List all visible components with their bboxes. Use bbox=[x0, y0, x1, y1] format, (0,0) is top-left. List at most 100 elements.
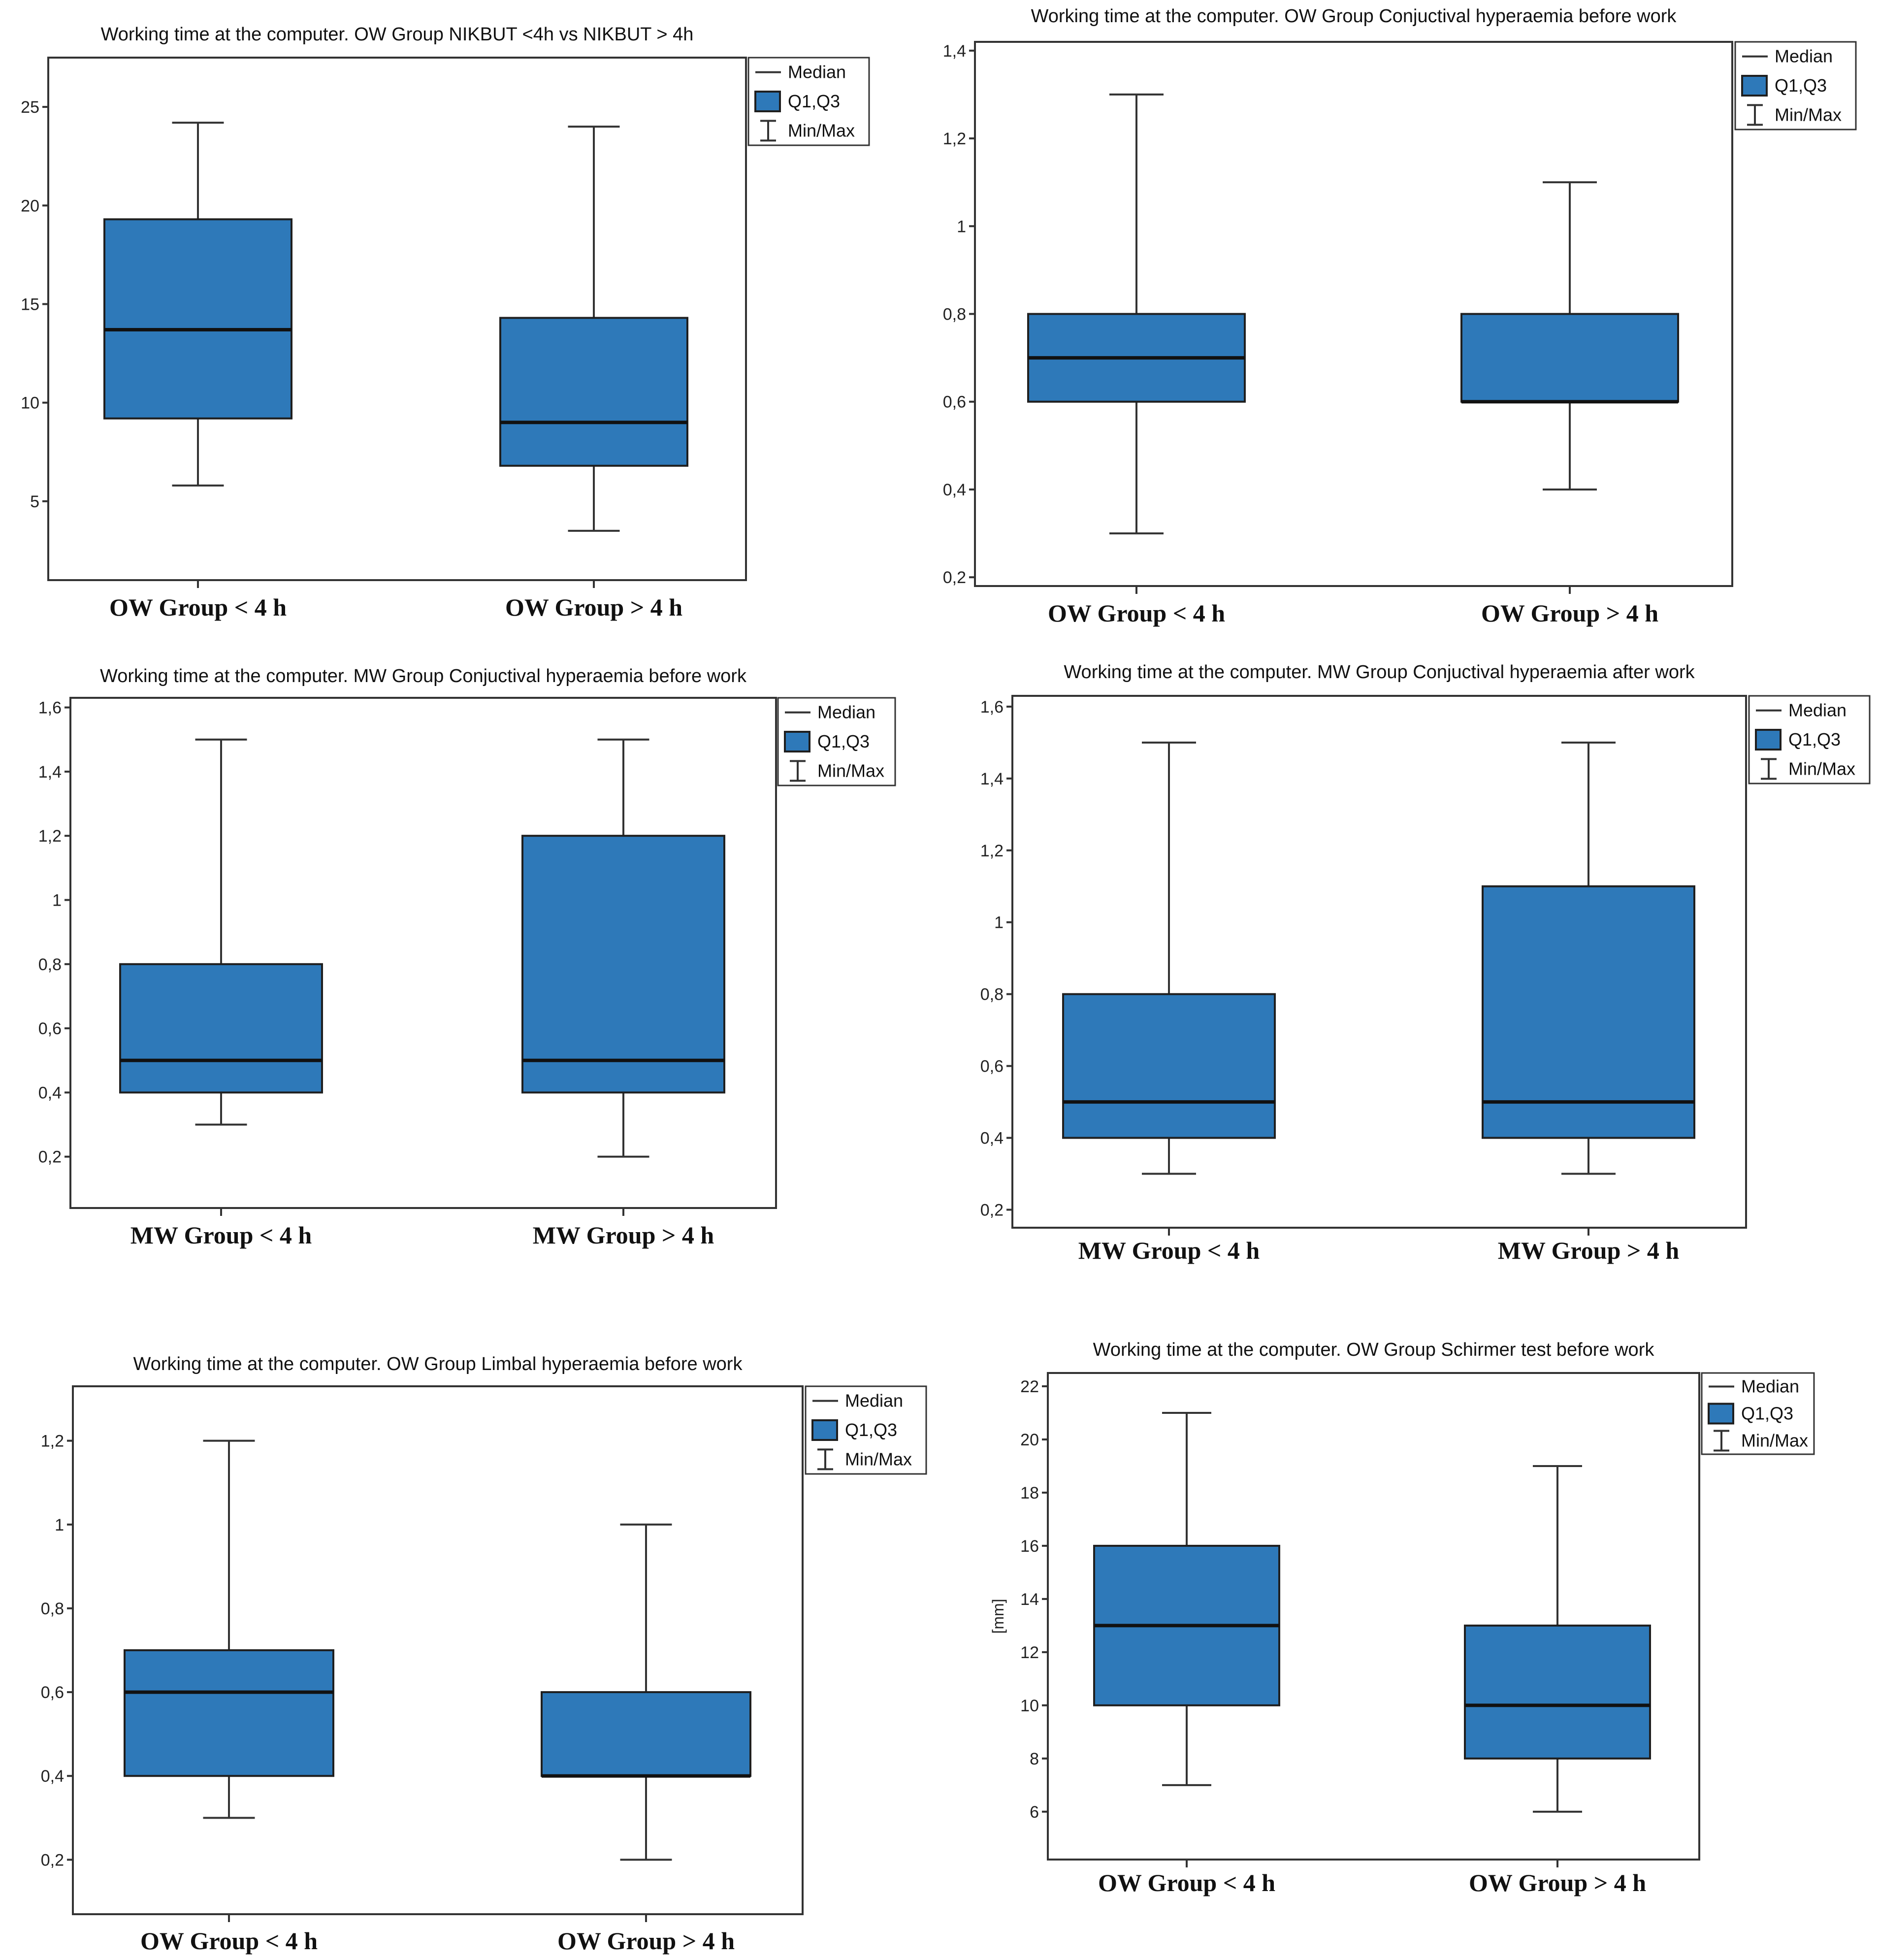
plot-frame bbox=[72, 1385, 804, 1915]
legend-quartile-swatch bbox=[1755, 729, 1782, 751]
legend-quartile-swatch bbox=[754, 91, 781, 112]
plot-frame bbox=[1011, 695, 1747, 1229]
legend: Median Q1,Q3 Min/Max bbox=[747, 57, 870, 146]
box-plot-1: MW Group < 4 h bbox=[119, 738, 323, 1249]
legend-quartile-label: Q1,Q3 bbox=[845, 1420, 897, 1440]
legend-quartile-label: Q1,Q3 bbox=[1775, 75, 1827, 96]
y-tick-label: 0,2 bbox=[980, 1201, 1004, 1220]
plot-frame bbox=[1047, 1372, 1700, 1861]
y-tick-label: 12 bbox=[1020, 1643, 1039, 1662]
legend-range-label: Min/Max bbox=[1788, 758, 1855, 779]
y-tick-label: 10 bbox=[1020, 1697, 1039, 1715]
category-label: OW Group < 4 h bbox=[1048, 599, 1225, 627]
y-tick-label: 0,2 bbox=[38, 1148, 62, 1167]
y-tick-label: 0,4 bbox=[980, 1129, 1004, 1148]
y-tick-label: 0,6 bbox=[943, 393, 966, 412]
legend-median-label: Median bbox=[788, 62, 846, 82]
y-tick-label: 1 bbox=[55, 1516, 64, 1535]
y-tick-label: 1,2 bbox=[980, 842, 1004, 860]
legend-range-label: Min/Max bbox=[1775, 104, 1842, 125]
y-tick-label: 15 bbox=[21, 295, 39, 314]
legend-median-label: Median bbox=[1741, 1376, 1799, 1397]
legend: Median Q1,Q3 Min/Max bbox=[1701, 1372, 1815, 1455]
y-tick-label: 1,2 bbox=[41, 1432, 64, 1451]
box-plot-1: OW Group < 4 h bbox=[103, 122, 292, 621]
y-tick-label: 0,8 bbox=[41, 1600, 64, 1618]
quartile-box bbox=[1464, 1624, 1651, 1760]
category-label: MW Group < 4 h bbox=[1078, 1237, 1260, 1264]
chart-title: Working time at the computer. OW Group C… bbox=[1031, 6, 1677, 27]
legend-range-label: Min/Max bbox=[817, 760, 884, 781]
category-label: OW Group < 4 h bbox=[140, 1927, 318, 1955]
legend-quartile-label: Q1,Q3 bbox=[788, 91, 840, 111]
y-tick-label: 0,2 bbox=[943, 568, 966, 587]
y-tick-label: 6 bbox=[1030, 1803, 1039, 1822]
y-tick-label: 1,6 bbox=[980, 698, 1004, 717]
legend-range-label: Min/Max bbox=[845, 1449, 912, 1469]
box-plot-2: OW Group > 4 h bbox=[1460, 181, 1679, 627]
chart-panel-6: Working time at the computer. OW Group S… bbox=[989, 1339, 1815, 1896]
category-label: OW Group > 4 h bbox=[557, 1927, 735, 1955]
quartile-box bbox=[521, 835, 725, 1094]
chart-panel-2: Working time at the computer. OW Group C… bbox=[943, 6, 1857, 627]
legend: Median Q1,Q3 Min/Max bbox=[805, 1385, 927, 1475]
y-tick-label: 0,8 bbox=[38, 955, 62, 974]
y-tick-label: 1 bbox=[994, 914, 1004, 932]
y-tick-label: 5 bbox=[30, 492, 39, 511]
y-tick-label: 0,6 bbox=[980, 1057, 1004, 1076]
box-plot-2: OW Group > 4 h bbox=[541, 1523, 751, 1955]
box-plot-2: MW Group > 4 h bbox=[1482, 741, 1695, 1264]
category-label: MW Group > 4 h bbox=[1498, 1237, 1680, 1264]
category-label: MW Group > 4 h bbox=[533, 1221, 714, 1249]
legend-median-label: Median bbox=[1788, 700, 1847, 720]
category-label: MW Group < 4 h bbox=[130, 1221, 312, 1249]
quartile-box bbox=[1460, 313, 1679, 403]
y-tick-label: 0,4 bbox=[41, 1767, 64, 1786]
chart-title: Working time at the computer. MW Group C… bbox=[100, 666, 747, 686]
box-plot-1: OW Group < 4 h bbox=[1027, 93, 1246, 627]
box-plot-1: OW Group < 4 h bbox=[124, 1439, 334, 1955]
chart-title: Working time at the computer. OW Group L… bbox=[133, 1354, 743, 1374]
quartile-box bbox=[124, 1649, 334, 1777]
chart-panel-1: Working time at the computer. OW Group N… bbox=[21, 24, 870, 621]
y-tick-label: 1 bbox=[52, 891, 62, 910]
box-plot-2: OW Group > 4 h bbox=[1464, 1465, 1651, 1896]
quartile-box bbox=[119, 963, 323, 1094]
quartile-box bbox=[541, 1691, 751, 1777]
quartile-box bbox=[103, 218, 292, 420]
y-tick-label: 1,2 bbox=[38, 827, 62, 846]
quartile-box bbox=[1482, 885, 1695, 1139]
y-tick-label: 22 bbox=[1020, 1377, 1039, 1396]
plot-frame bbox=[69, 697, 777, 1209]
box-plot-1: OW Group < 4 h bbox=[1093, 1411, 1280, 1896]
y-tick-label: 0,8 bbox=[980, 985, 1004, 1004]
legend-quartile-swatch bbox=[784, 731, 810, 752]
box-plot-2: OW Group > 4 h bbox=[499, 126, 688, 621]
y-tick-label: 1,4 bbox=[980, 770, 1004, 788]
legend-quartile-swatch bbox=[1708, 1403, 1734, 1425]
category-label: OW Group > 4 h bbox=[1481, 599, 1658, 627]
legend: Median Q1,Q3 Min/Max bbox=[1734, 41, 1857, 131]
chart-title: Working time at the computer. MW Group C… bbox=[1064, 662, 1695, 683]
y-tick-label: 0,4 bbox=[943, 481, 966, 499]
y-axis-label: [mm] bbox=[989, 1599, 1007, 1633]
y-tick-label: 0,4 bbox=[38, 1083, 62, 1102]
legend-median-label: Median bbox=[817, 702, 875, 722]
legend-quartile-swatch bbox=[811, 1419, 838, 1441]
chart-panel-3: Working time at the computer. MW Group C… bbox=[38, 666, 896, 1249]
box-plot-1: MW Group < 4 h bbox=[1062, 741, 1276, 1264]
chart-title: Working time at the computer. OW Group S… bbox=[1093, 1339, 1655, 1360]
legend: Median Q1,Q3 Min/Max bbox=[777, 697, 896, 786]
y-tick-label: 20 bbox=[1020, 1431, 1039, 1449]
y-tick-label: 1,2 bbox=[943, 130, 966, 148]
legend-range-label: Min/Max bbox=[1741, 1431, 1808, 1451]
y-tick-label: 20 bbox=[21, 196, 39, 215]
legend-median-label: Median bbox=[1775, 46, 1833, 66]
y-tick-label: 8 bbox=[1030, 1750, 1039, 1768]
y-tick-label: 0,6 bbox=[41, 1683, 64, 1702]
quartile-box bbox=[1062, 993, 1276, 1139]
legend-median-label: Median bbox=[845, 1391, 903, 1411]
legend: Median Q1,Q3 Min/Max bbox=[1748, 695, 1871, 784]
y-tick-label: 0,8 bbox=[943, 305, 966, 324]
